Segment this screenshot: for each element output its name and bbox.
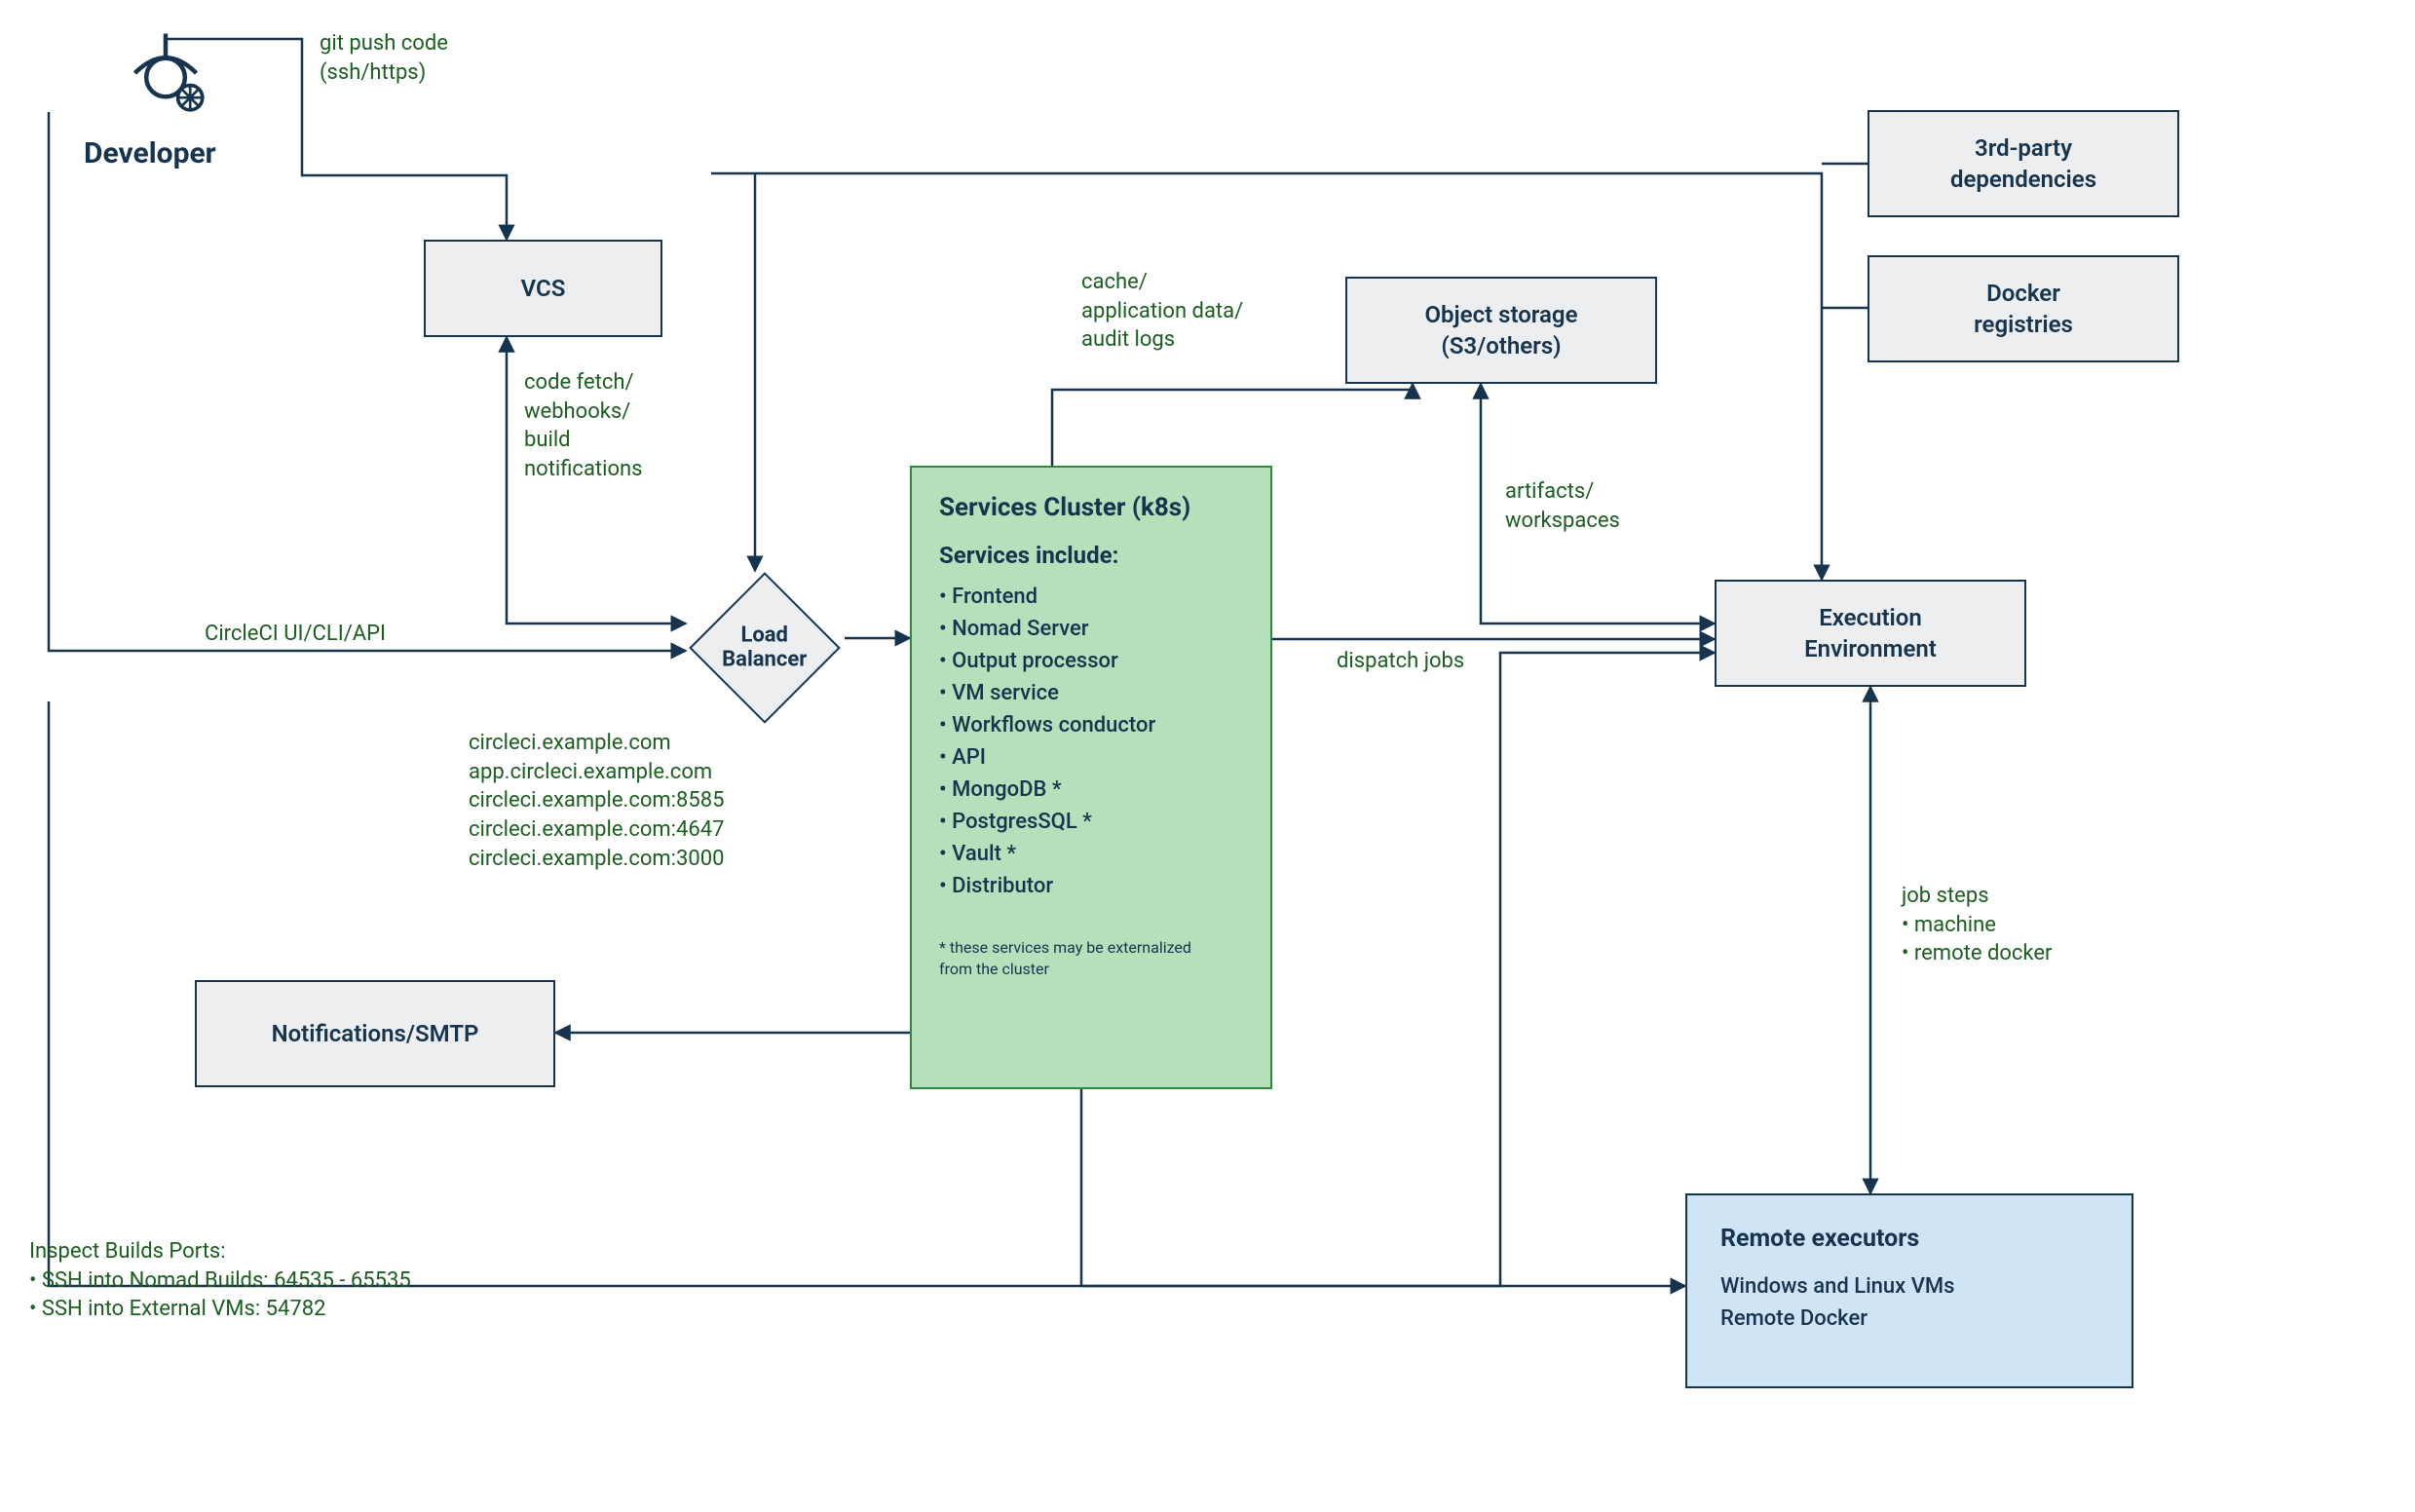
label-git-push: git push code(ssh/https) xyxy=(320,29,448,87)
services-item: Distributor xyxy=(939,874,1243,898)
node-vcs: VCS xyxy=(424,240,662,337)
label-cache-data: cache/application data/audit logs xyxy=(1081,268,1243,355)
services-item: Workflows conductor xyxy=(939,713,1243,737)
developer-label: Developer xyxy=(84,136,216,170)
node-notifications-smtp: Notifications/SMTP xyxy=(195,980,555,1087)
label-code-fetch: code fetch/webhooks/buildnotifications xyxy=(524,368,643,484)
developer-icon xyxy=(122,29,209,117)
label-inspect-ports: Inspect Builds Ports:• SSH into Nomad Bu… xyxy=(29,1237,411,1324)
node-services-cluster: Services Cluster (k8s) Services include:… xyxy=(910,466,1272,1089)
label-artifacts: artifacts/workspaces xyxy=(1505,477,1620,535)
node-docker-registries: Dockerregistries xyxy=(1868,255,2179,362)
services-title: Services Cluster (k8s) xyxy=(939,493,1243,522)
services-item: Frontend xyxy=(939,585,1243,609)
services-item: VM service xyxy=(939,681,1243,705)
services-item: MongoDB * xyxy=(939,777,1243,802)
services-item: Output processor xyxy=(939,649,1243,673)
label-job-steps: job steps• machine• remote docker xyxy=(1902,882,2052,968)
services-item: PostgresSQL * xyxy=(939,810,1243,834)
services-subtitle: Services include: xyxy=(939,542,1243,569)
node-load-balancer: LoadBalancer xyxy=(689,572,841,724)
node-remote-executors: Remote executors Windows and Linux VMsRe… xyxy=(1685,1193,2133,1388)
remote-executors-line: Remote Docker xyxy=(1720,1303,2098,1335)
services-item: Nomad Server xyxy=(939,617,1243,641)
node-execution-environment: ExecutionEnvironment xyxy=(1715,580,2026,687)
services-note: * these services may be externalizedfrom… xyxy=(939,937,1243,981)
remote-executors-title: Remote executors xyxy=(1720,1225,2098,1253)
remote-executors-line: Windows and Linux VMs xyxy=(1720,1270,2098,1303)
label-circleci-ui: CircleCI UI/CLI/API xyxy=(205,620,386,649)
label-lb-domains: circleci.example.comapp.circleci.example… xyxy=(469,729,724,873)
services-item: Vault * xyxy=(939,842,1243,866)
node-object-storage: Object storage(S3/others) xyxy=(1345,277,1657,384)
node-third-party-deps: 3rd-partydependencies xyxy=(1868,110,2179,217)
services-item: API xyxy=(939,745,1243,770)
label-dispatch-jobs: dispatch jobs xyxy=(1337,647,1464,676)
services-list: Frontend Nomad Server Output processor VM s… xyxy=(939,585,1243,898)
